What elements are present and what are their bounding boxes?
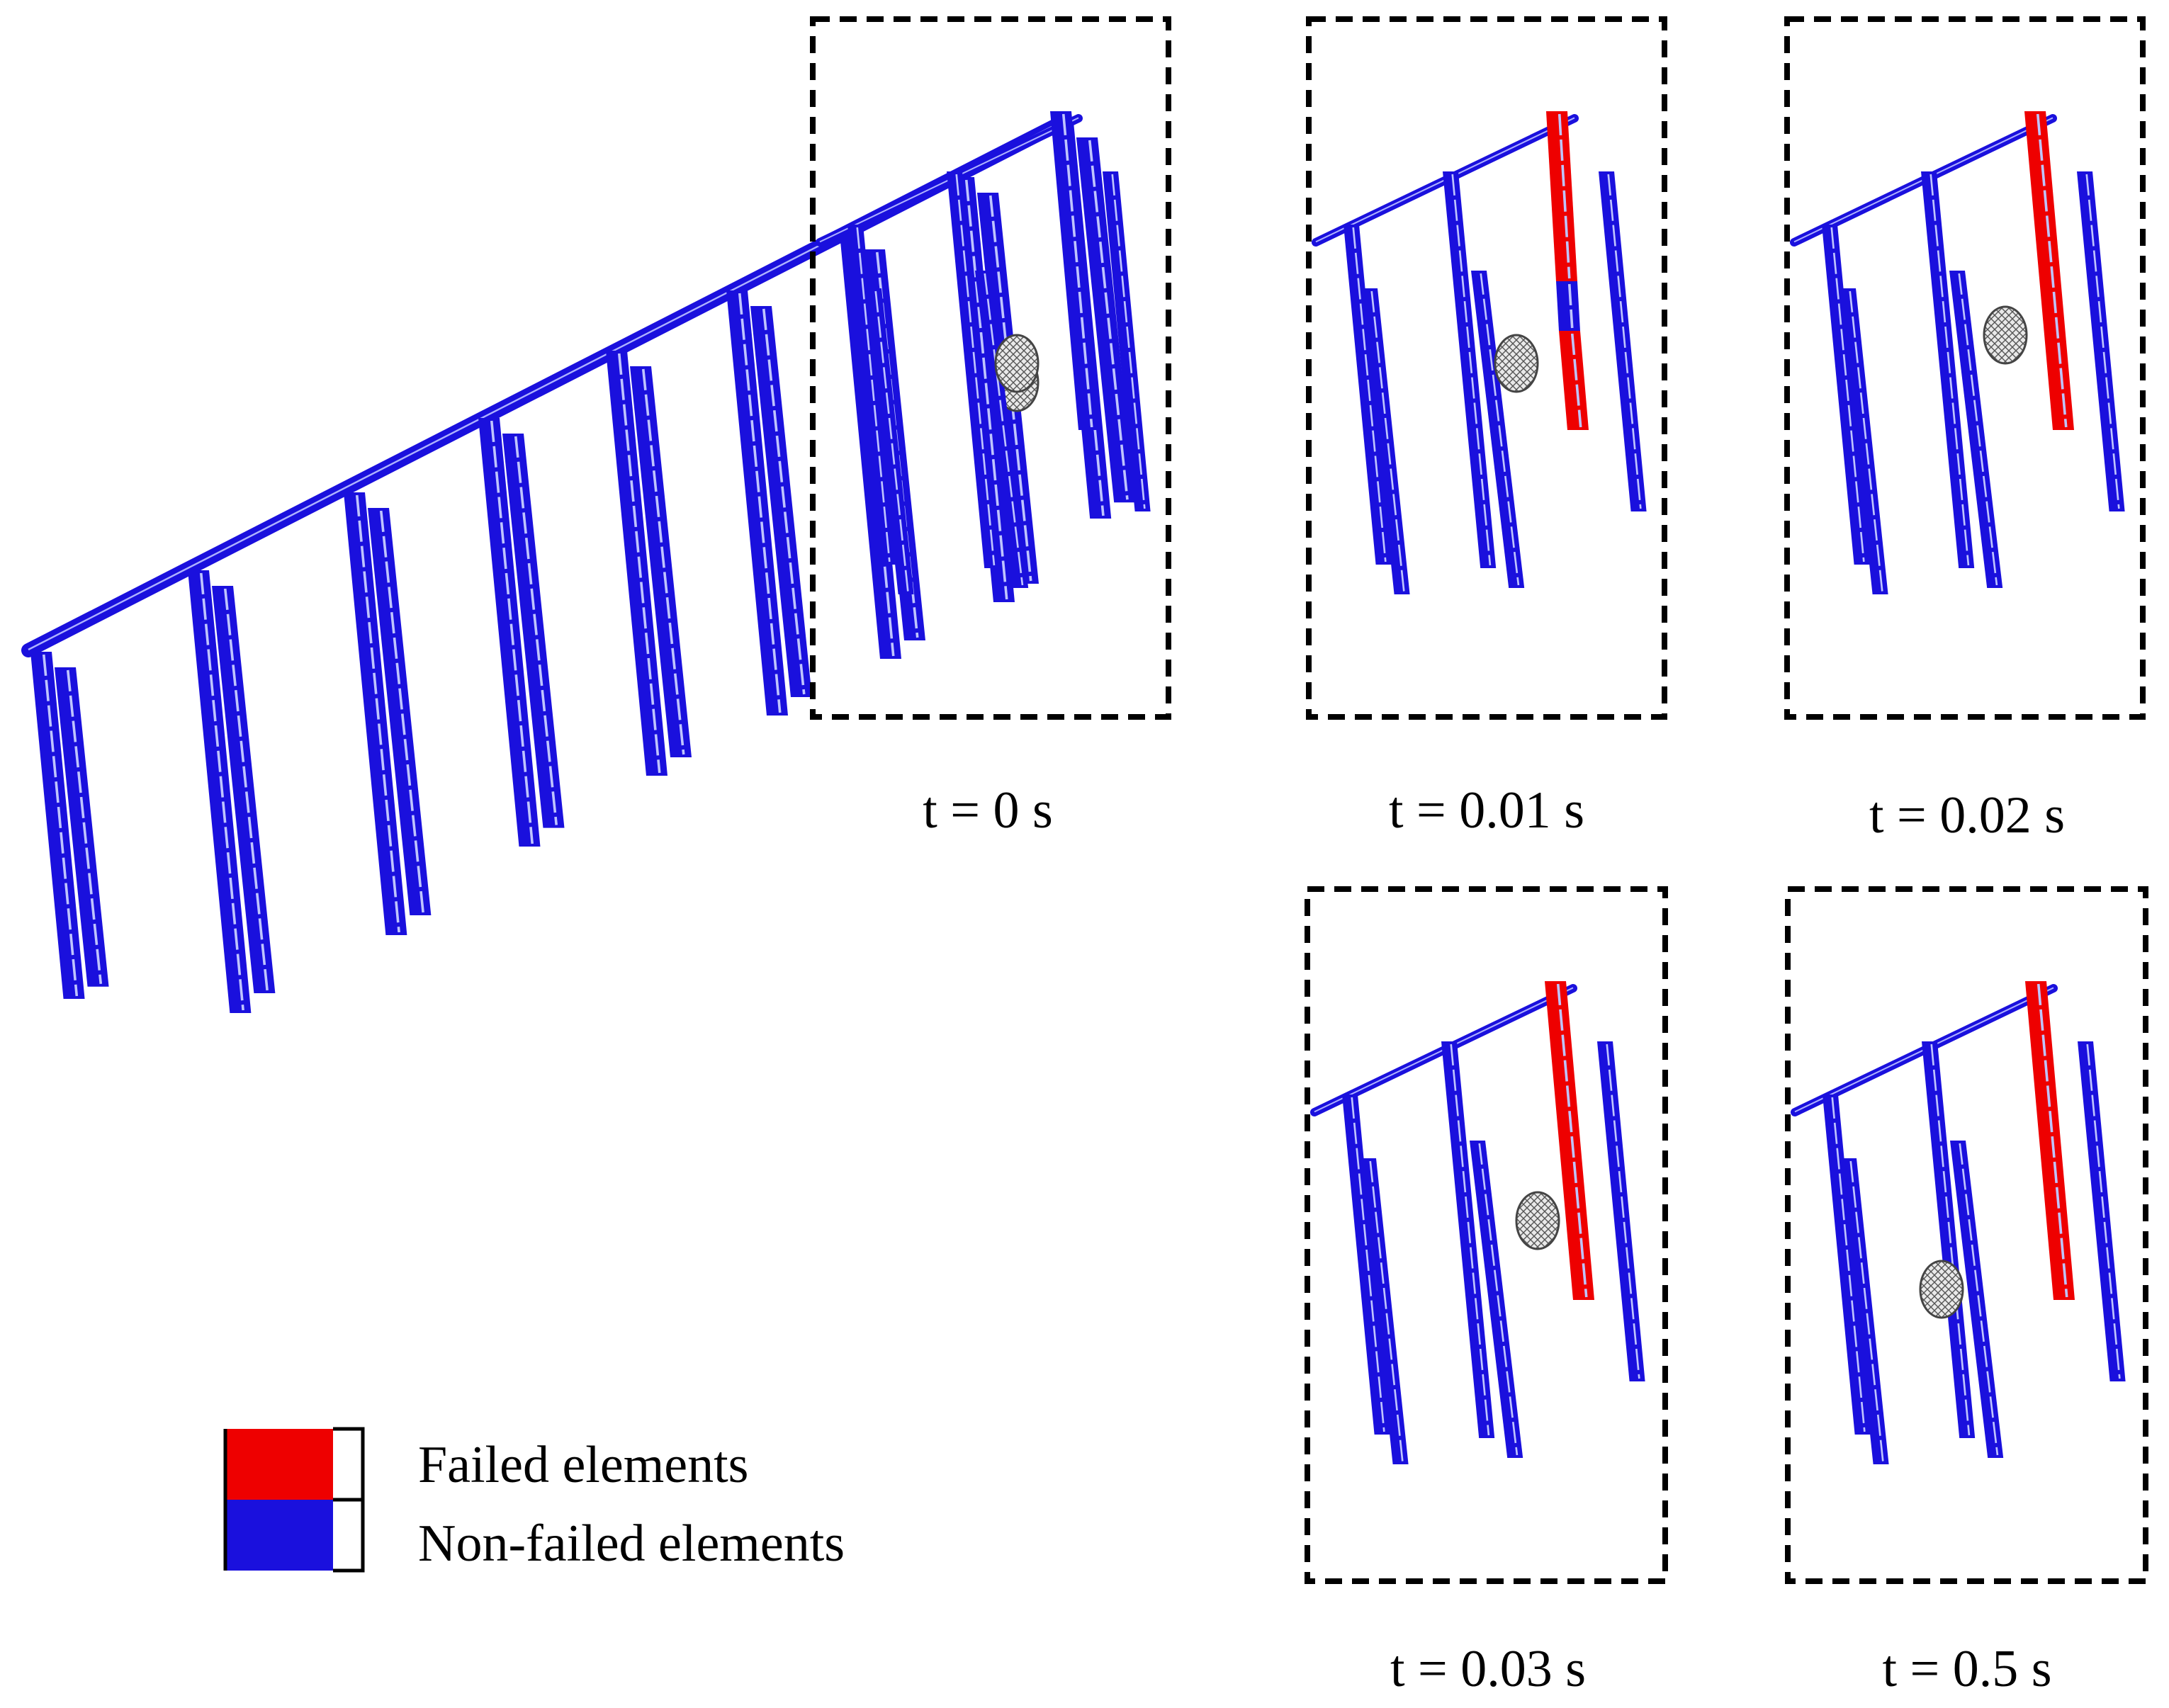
legend-swatch-failed <box>225 1429 333 1500</box>
post-a-snap-t002-rear <box>1840 288 1888 594</box>
post-d-snap-t003 <box>1597 1041 1645 1381</box>
post-b-snap-t001-rear <box>1471 271 1525 588</box>
post-1 <box>30 652 85 999</box>
post-a-snap-t0-rear <box>866 288 914 594</box>
impactor-snap-t003 <box>1515 1191 1560 1250</box>
post-a-snap-t05 <box>1822 1095 1871 1435</box>
impactor-snap-t002 <box>1983 305 2028 365</box>
legend-label-non-failed: Non-failed elements <box>418 1515 845 1573</box>
time-label-t0: t = 0 s <box>923 781 1053 839</box>
time-label-t002: t = 0.02 s <box>1869 786 2065 844</box>
post-5-rear <box>630 366 692 757</box>
post-b-snap-t001 <box>1443 171 1497 568</box>
post-b-snap-t003 <box>1441 1041 1495 1438</box>
legend-swatch-non-failed <box>225 1500 333 1571</box>
snapshot-frame-t001 <box>1306 16 1667 720</box>
legend-label-failed: Failed elements <box>418 1436 748 1494</box>
legend-bracket <box>223 1427 365 1573</box>
post-d-snap-t002 <box>2077 171 2125 511</box>
time-label-t001: t = 0.01 s <box>1389 781 1584 839</box>
impactor-snap-t001 <box>1494 334 1539 393</box>
post-6 <box>726 290 788 716</box>
post-d-snap-t0 <box>1103 171 1151 511</box>
failed-post-snap-t003 <box>1545 981 1594 1300</box>
post-d-snap-t05 <box>2078 1041 2126 1381</box>
post-2 <box>188 570 252 1013</box>
post-mid-snap-t001 <box>1556 281 1580 331</box>
failed-post-snap-t002 <box>2024 111 2074 430</box>
post-4-rear <box>502 434 565 828</box>
impacted-post-snap-t0 <box>1050 111 1100 430</box>
post-a-snap-t0 <box>847 225 896 565</box>
time-label-t05: t = 0.5 s <box>1882 1640 2051 1698</box>
post-b-snap-t0 <box>947 171 1001 568</box>
failed-post-snap-t05 <box>2025 981 2075 1300</box>
snapshot-t003-model <box>1310 981 1645 1464</box>
post-b-snap-t05 <box>1922 1041 1976 1438</box>
post-1-rear <box>55 667 109 987</box>
snapshot-frame-t003 <box>1305 886 1668 1584</box>
post-b-snap-t0-rear <box>975 271 1029 588</box>
legend: Failed elements Non-failed elements <box>223 1427 845 1573</box>
snapshot-t001-model <box>1312 111 1647 594</box>
snapshot-t002-model <box>1790 111 2125 594</box>
post-a-snap-t003 <box>1342 1095 1390 1435</box>
failed-post-upper-snap-t001 <box>1546 111 1577 281</box>
post-a-snap-t002 <box>1822 225 1870 565</box>
post-3 <box>344 492 407 935</box>
time-label-t003: t = 0.03 s <box>1390 1640 1586 1698</box>
post-a-snap-t001 <box>1343 225 1392 565</box>
post-a-snap-t003-rear <box>1360 1158 1409 1464</box>
impactor-snap-t0 <box>994 334 1040 393</box>
post-b-snap-t003-rear <box>1470 1141 1523 1458</box>
post-b-snap-t002-rear <box>1949 271 2003 588</box>
impactor-snap-t05 <box>1919 1260 1964 1319</box>
post-d-snap-t001 <box>1599 171 1647 511</box>
post-5 <box>606 351 667 776</box>
post-3-rear <box>368 508 432 915</box>
post-b-snap-t002 <box>1921 171 1975 568</box>
post-2-rear <box>212 586 276 993</box>
post-4 <box>478 418 541 847</box>
snapshot-frame-t002 <box>1784 16 2146 720</box>
snapshot-t05-model <box>1791 981 2126 1464</box>
snapshot-t0-model <box>816 111 1151 594</box>
post-a-snap-t05-rear <box>1841 1158 1889 1464</box>
post-6-rear <box>750 306 812 697</box>
snapshot-frame-t0 <box>810 16 1171 720</box>
post-9-rear <box>1076 137 1136 503</box>
snapshot-frame-t05 <box>1785 886 2148 1584</box>
post-b-snap-t05-rear <box>1950 1141 2004 1458</box>
post-a-snap-t001-rear <box>1362 288 1410 594</box>
failed-post-lower-snap-t001 <box>1559 331 1589 430</box>
